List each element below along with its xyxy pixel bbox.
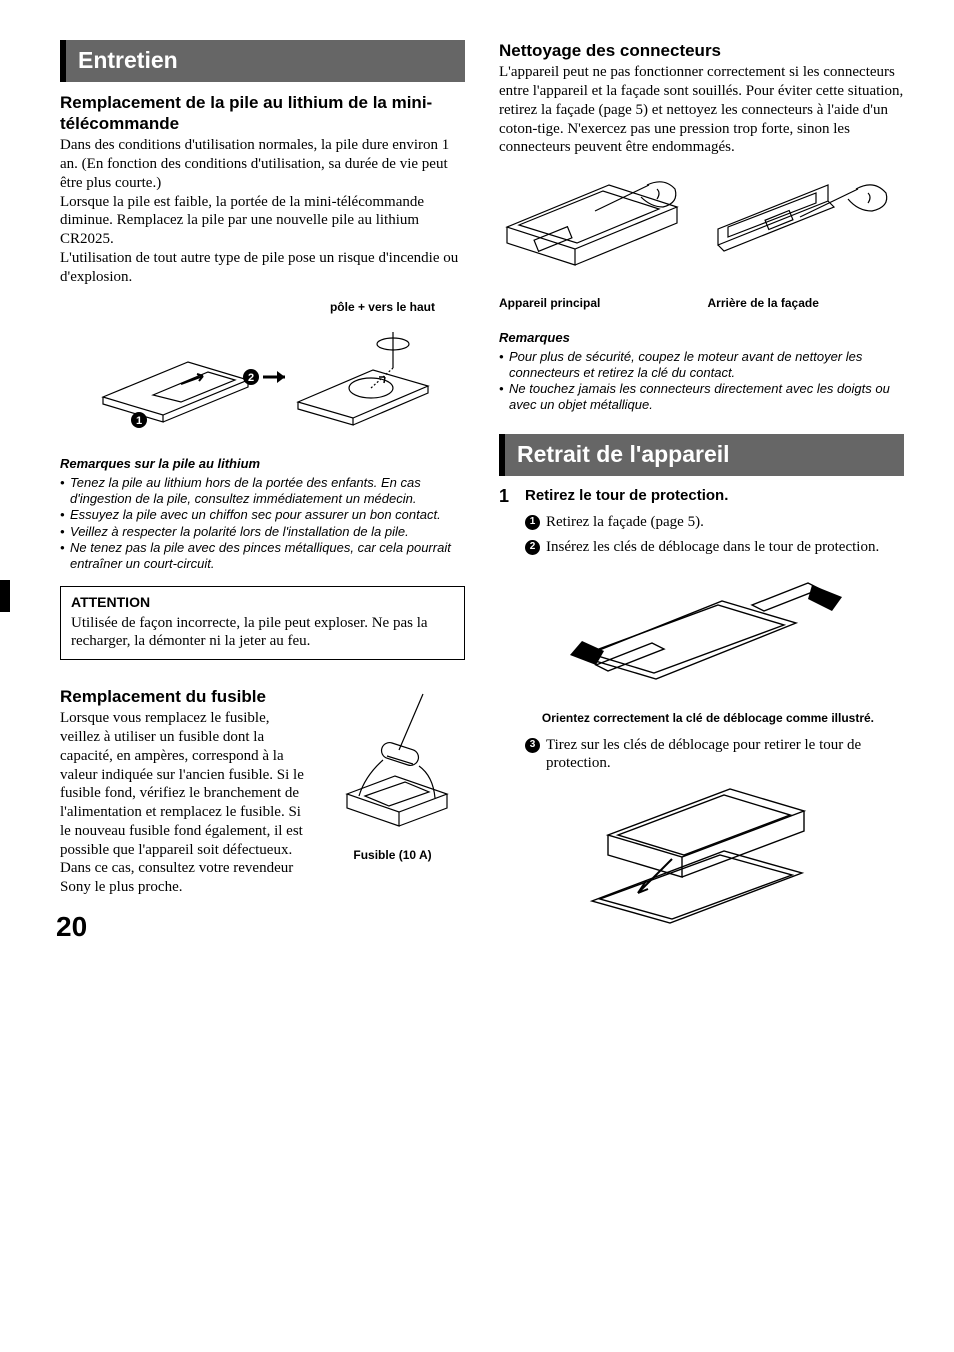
note-item: Tenez la pile au lithium hors de la port… (60, 475, 465, 508)
page-number: 20 (56, 909, 87, 945)
note-item: Essuyez la pile avec un chiffon sec pour… (60, 507, 465, 523)
para-battery-2: Lorsque la pile est faible, la portée de… (60, 193, 465, 249)
step-title: Retirez le tour de protection. (525, 486, 728, 508)
note-item: Pour plus de sécurité, coupez le moteur … (499, 349, 904, 382)
diagram-release-keys (499, 567, 904, 697)
substep-text: Retirez la façade (page 5). (546, 513, 704, 532)
diagram-fuse: Fusible (10 A) (320, 686, 465, 864)
section-title-entretien: Entretien (60, 40, 465, 82)
step-number: 1 (499, 486, 517, 508)
heading-battery-replace: Remplacement de la pile au lithium de la… (60, 92, 465, 135)
svg-text:2: 2 (247, 372, 253, 384)
diagram-connectors-row: Appareil principal Arrière de la f (499, 167, 904, 312)
attention-body: Utilisée de façon incorrecte, la pile pe… (71, 614, 454, 652)
label-fuse: Fusible (10 A) (320, 848, 465, 864)
label-faceplate-back: Arrière de la façade (708, 296, 905, 312)
svg-text:1: 1 (135, 415, 141, 427)
substep-text: Tirez sur les clés de déblocage pour ret… (546, 736, 904, 774)
right-column: Nettoyage des connecteurs L'appareil peu… (499, 40, 904, 945)
caption-pole-plus: pôle + vers le haut (60, 300, 465, 316)
side-tab (0, 580, 10, 612)
fuse-section: Remplacement du fusible Lorsque vous rem… (60, 686, 465, 897)
bullet-icon: 1 (525, 515, 540, 530)
notes-title-lithium: Remarques sur la pile au lithium (60, 456, 465, 473)
notes-list-lithium: Tenez la pile au lithium hors de la port… (60, 475, 465, 573)
two-column-layout: Entretien Remplacement de la pile au lit… (60, 40, 904, 945)
section-title-retrait: Retrait de l'appareil (499, 434, 904, 476)
note-item: Ne touchez jamais les connecteurs direct… (499, 381, 904, 414)
para-fuse: Lorsque vous remplacez le fusible, veill… (60, 709, 306, 897)
diagram-battery-replace: 1 2 (60, 322, 465, 442)
heading-fuse: Remplacement du fusible (60, 686, 306, 707)
step-1: 1 Retirez le tour de protection. (499, 486, 904, 508)
bullet-icon: 3 (525, 738, 540, 753)
notes-title-conn: Remarques (499, 330, 904, 347)
note-item: Ne tenez pas la pile avec des pinces mét… (60, 540, 465, 573)
bullet-icon: 2 (525, 540, 540, 555)
left-column: Entretien Remplacement de la pile au lit… (60, 40, 465, 945)
substep-1: 1 Retirez la façade (page 5). (499, 513, 904, 532)
note-item: Veillez à respecter la polarité lors de … (60, 524, 465, 540)
heading-clean-connectors: Nettoyage des connecteurs (499, 40, 904, 61)
label-main-unit: Appareil principal (499, 296, 696, 312)
para-battery-3: L'utilisation de tout autre type de pile… (60, 249, 465, 287)
substep-2: 2 Insérez les clés de déblocage dans le … (499, 538, 904, 557)
notes-list-conn: Pour plus de sécurité, coupez le moteur … (499, 349, 904, 414)
attention-title: ATTENTION (71, 593, 454, 611)
substep-text: Insérez les clés de déblocage dans le to… (546, 538, 879, 557)
diagram-faceplate-back: Arrière de la façade (708, 167, 905, 312)
substep-3: 3 Tirez sur les clés de déblocage pour r… (499, 736, 904, 774)
diagram-main-unit: Appareil principal (499, 167, 696, 312)
attention-box: ATTENTION Utilisée de façon incorrecte, … (60, 586, 465, 660)
para-battery-1: Dans des conditions d'utilisation normal… (60, 136, 465, 192)
caption-key-orientation: Orientez correctement la clé de déblocag… (499, 711, 904, 726)
para-clean: L'appareil peut ne pas fonctionner corre… (499, 63, 904, 157)
diagram-pull-sleeve (499, 781, 904, 931)
